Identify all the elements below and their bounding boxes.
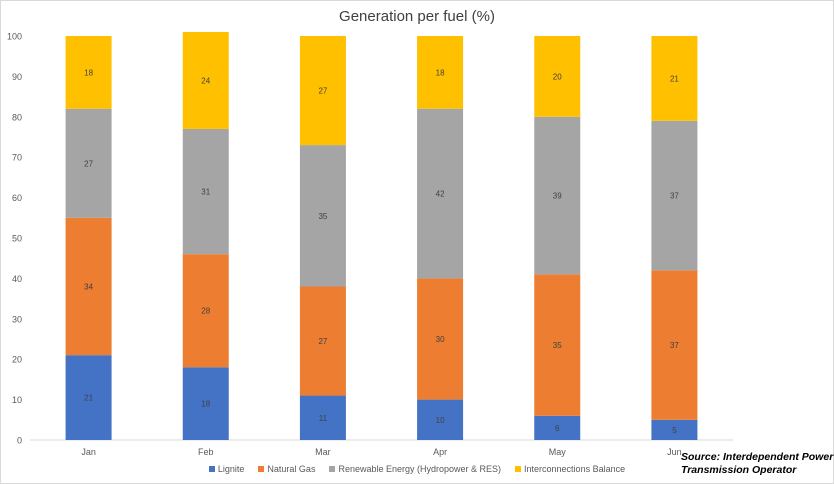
legend-item: Interconnections Balance — [515, 464, 625, 474]
data-label: 27 — [318, 87, 327, 96]
y-tick-label: 70 — [12, 153, 22, 163]
data-label: 39 — [553, 192, 562, 201]
bar-segment — [534, 116, 581, 275]
x-tick-label: Jan — [81, 447, 96, 457]
data-label: 34 — [84, 282, 93, 291]
bar-segment — [65, 355, 112, 440]
data-label: 24 — [201, 76, 210, 85]
bar-segment — [299, 145, 346, 287]
data-label: 20 — [553, 72, 562, 81]
y-tick-label: 90 — [12, 72, 22, 82]
bar-segment — [182, 367, 229, 440]
bar-segment — [65, 217, 112, 356]
legend-item: Lignite — [208, 464, 245, 474]
x-tick-label: Jun — [667, 447, 682, 457]
bar-segment — [299, 36, 346, 146]
source-line-1: Source: Interdependent Power — [681, 451, 834, 463]
data-label: 5 — [672, 426, 677, 435]
legend-label: Interconnections Balance — [524, 464, 626, 474]
bar-segment — [182, 31, 229, 129]
data-label: 28 — [201, 307, 210, 316]
legend-swatch — [515, 466, 522, 472]
data-label: 31 — [201, 188, 210, 197]
legend-swatch — [258, 466, 265, 472]
bar-segment — [651, 36, 698, 121]
chart-title: Generation per fuel (%) — [339, 8, 495, 25]
bar-segment — [65, 36, 112, 109]
y-tick-label: 60 — [12, 193, 22, 203]
bar-segment — [182, 128, 229, 255]
y-tick-label: 100 — [7, 32, 22, 42]
bar-segment — [534, 274, 581, 416]
x-tick-label: Apr — [433, 447, 447, 457]
data-label: 21 — [670, 74, 679, 83]
chart-legend: Lignite Natural Gas Renewable Energy (Hydr… — [0, 464, 834, 474]
data-label: 42 — [436, 190, 445, 199]
data-label: 6 — [555, 424, 560, 433]
legend-item: Natural Gas — [258, 464, 315, 474]
bar-segment — [299, 286, 346, 396]
source-note: Source: Interdependent Power Transmissio… — [681, 451, 833, 477]
bar-segment — [534, 415, 581, 440]
bar-segment — [651, 270, 698, 420]
bar-segment — [417, 278, 464, 400]
y-tick-label: 50 — [12, 234, 22, 244]
y-tick-label: 20 — [12, 355, 22, 365]
bar-segment — [417, 36, 464, 109]
bar-segment — [534, 36, 581, 117]
bar-segment — [651, 419, 698, 440]
data-label: 11 — [319, 414, 328, 423]
data-label: 35 — [318, 212, 327, 221]
bar-segment — [182, 254, 229, 368]
bar-segment — [65, 108, 112, 218]
x-tick-label: May — [549, 447, 567, 457]
data-label: 18 — [436, 68, 445, 77]
data-label: 27 — [84, 159, 93, 168]
legend-label: Lignite — [217, 464, 245, 474]
data-label: 18 — [201, 400, 210, 409]
y-tick-label: 10 — [12, 395, 22, 405]
data-label: 10 — [436, 416, 445, 425]
legend-swatch — [208, 466, 215, 472]
data-label: 18 — [84, 68, 93, 77]
bar-segment — [417, 399, 464, 440]
x-tick-label: Mar — [315, 447, 331, 457]
legend-label: Natural Gas — [267, 464, 316, 474]
legend-label: Renewable Energy (Hydropower & RES) — [338, 464, 502, 474]
bar-segment — [299, 395, 346, 440]
data-label: 30 — [436, 335, 445, 344]
legend-item: Renewable Energy (Hydropower & RES) — [329, 464, 501, 474]
bar-segment — [417, 108, 464, 279]
y-tick-label: 40 — [12, 274, 22, 284]
source-line-2: Transmission Operator — [681, 464, 797, 476]
bar-segment — [651, 120, 698, 271]
legend-swatch — [329, 466, 336, 472]
data-label: 37 — [670, 192, 679, 201]
x-tick-label: Feb — [198, 447, 214, 457]
y-tick-label: 30 — [12, 314, 22, 324]
y-tick-label: 0 — [17, 436, 22, 446]
data-label: 37 — [670, 341, 679, 350]
data-label: 21 — [84, 394, 93, 403]
y-tick-label: 80 — [12, 112, 22, 122]
data-label: 35 — [553, 341, 562, 350]
data-label: 27 — [318, 337, 327, 346]
